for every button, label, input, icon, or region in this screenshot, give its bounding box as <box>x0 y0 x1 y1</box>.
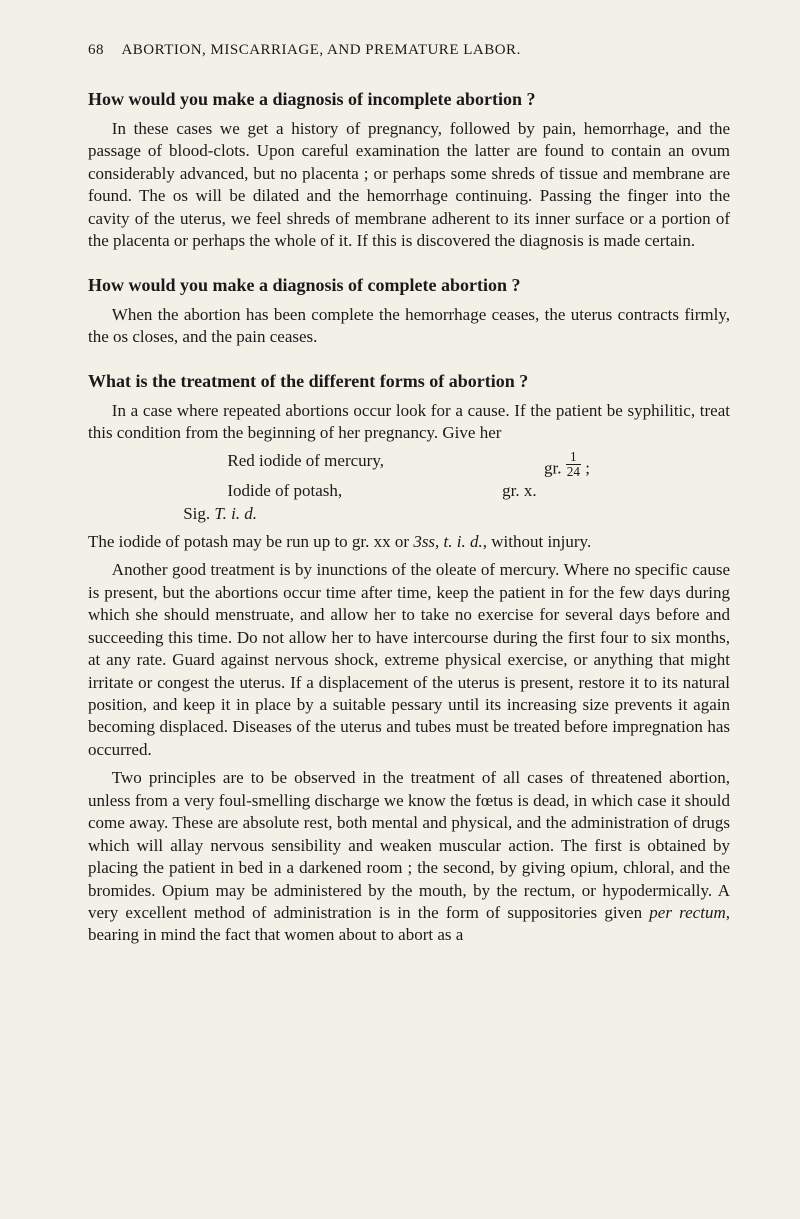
rx-1-name: Red iodide of mercury, <box>88 450 384 480</box>
para-q1: In these cases we get a history of pregn… <box>88 118 730 253</box>
prescription-block: Red iodide of mercury, gr. 124 ; Iodide … <box>88 450 730 525</box>
rx-sig: Sig. T. i. d. <box>88 503 730 525</box>
post-rx-post: , without injury. <box>483 532 591 551</box>
para-q3-intro: In a case where repeated abortions occur… <box>88 400 730 445</box>
rx-1-frac-num: 1 <box>566 450 581 464</box>
para-q3-p2: Another good treatment is by inunctions … <box>88 559 730 761</box>
page: 68 ABORTION, MISCARRIAGE, AND PREMATURE … <box>0 0 800 1219</box>
rx-1-frac-den: 24 <box>566 465 581 478</box>
heading-q2: How would you make a diagnosis of comple… <box>88 275 730 296</box>
p3-ital: per rectum <box>649 903 725 922</box>
rx-1-dose-pre: gr. <box>544 459 566 478</box>
running-title: ABORTION, MISCARRIAGE, AND PREMATURE LAB… <box>121 42 520 58</box>
rx-1-dose-post: ; <box>581 459 590 478</box>
running-head: 68 ABORTION, MISCARRIAGE, AND PREMATURE … <box>88 42 730 59</box>
rx-row-2: Iodide of potash, gr. x. <box>88 480 730 502</box>
p3-text-a: Two principles are to be observed in the… <box>88 768 730 922</box>
para-q3-p3: Two principles are to be observed in the… <box>88 767 730 947</box>
para-post-rx: The iodide of potash may be run up to gr… <box>88 531 730 553</box>
rx-sig-value: T. i. d. <box>214 504 257 523</box>
heading-q3: What is the treatment of the different f… <box>88 371 730 392</box>
rx-sig-label: Sig. <box>183 504 214 523</box>
rx-2-name: Iodide of potash, <box>88 480 342 502</box>
post-rx-pre: The iodide of potash may be run up to gr… <box>88 532 413 551</box>
rx-row-1: Red iodide of mercury, gr. 124 ; <box>88 450 730 480</box>
rx-1-dose: gr. 124 ; <box>384 450 590 480</box>
para-q2: When the abortion has been complete the … <box>88 304 730 349</box>
rx-1-fraction: 124 <box>566 450 581 478</box>
post-rx-dose: 3ss, t. i. d. <box>413 532 482 551</box>
rx-2-dose: gr. x. <box>342 480 536 502</box>
heading-q1: How would you make a diagnosis of incomp… <box>88 89 730 110</box>
page-number: 68 <box>88 42 104 59</box>
